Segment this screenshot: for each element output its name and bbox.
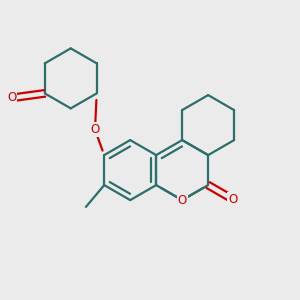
Text: O: O — [178, 194, 187, 207]
Text: O: O — [7, 92, 16, 104]
Text: O: O — [90, 123, 100, 136]
Text: O: O — [228, 193, 237, 206]
